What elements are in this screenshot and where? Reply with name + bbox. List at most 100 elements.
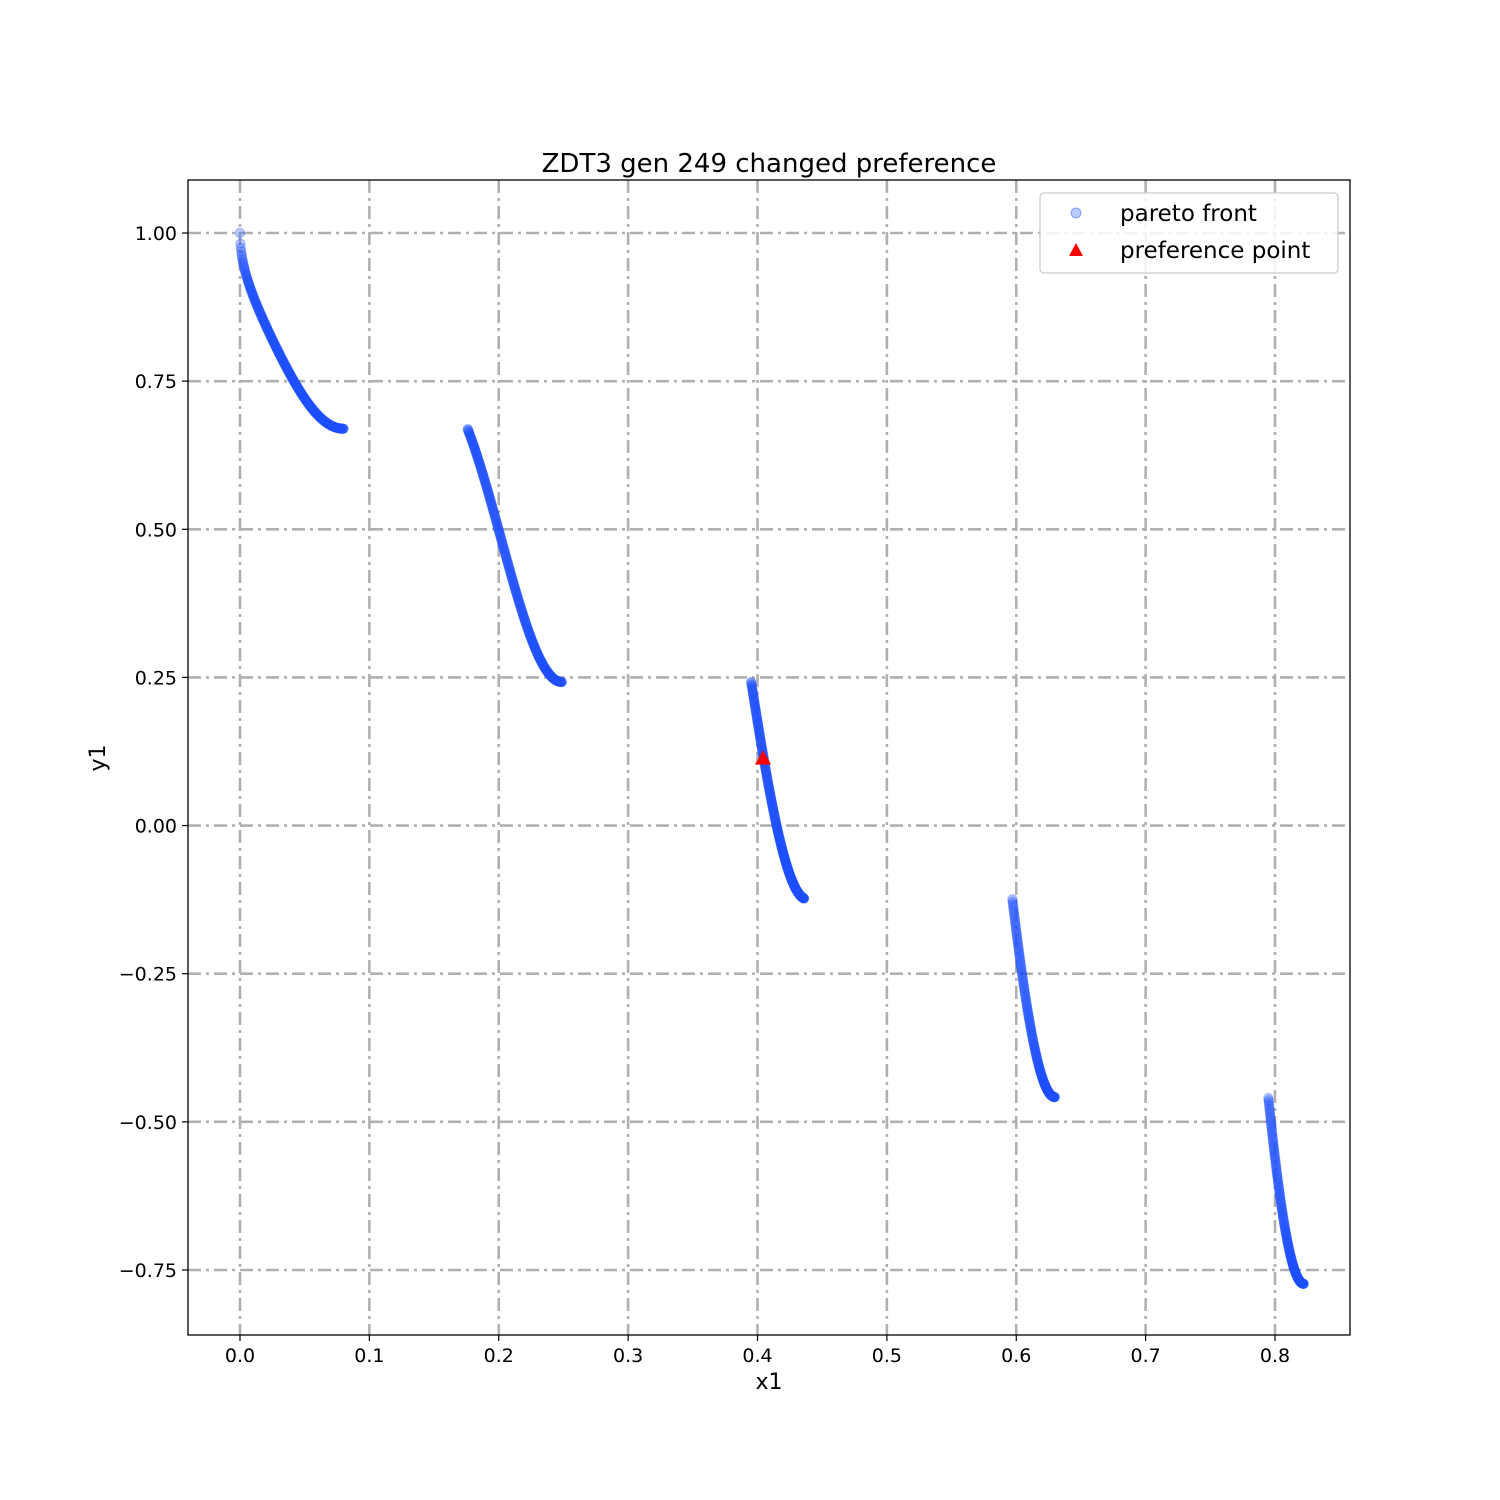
pareto-front-point [476, 463, 487, 474]
pareto-front-point [778, 850, 790, 861]
pareto-front-point [791, 884, 802, 895]
x-tick-label: 0.8 [1260, 1345, 1290, 1367]
pareto-front-point [315, 412, 326, 424]
pareto-front-point [1287, 1257, 1298, 1268]
pareto-front-point [775, 836, 786, 847]
pareto-front-point [487, 502, 498, 513]
pareto-front-point [746, 679, 757, 690]
pareto-front-point [286, 371, 297, 382]
pareto-front-point [496, 533, 507, 545]
pareto-front-point [762, 777, 774, 788]
pareto-front-point [1290, 1268, 1301, 1279]
pareto-front-point [260, 320, 271, 331]
y-tick-label: 0.50 [135, 519, 177, 541]
pareto-front-point [258, 314, 269, 325]
pareto-front-point [315, 412, 326, 423]
pareto-front-point [501, 552, 512, 563]
pareto-front-point [238, 259, 249, 271]
pareto-front-point [749, 700, 760, 711]
pareto-front-point [751, 710, 762, 721]
pareto-front-point [318, 415, 330, 426]
pareto-front-point [1296, 1277, 1307, 1289]
pareto-front-point [1297, 1278, 1308, 1289]
pareto-front-point [528, 638, 539, 649]
pareto-front-point [1286, 1255, 1297, 1266]
pareto-front-point [1045, 1089, 1056, 1100]
pareto-front-point [1277, 1210, 1288, 1221]
pareto-front-point [795, 891, 806, 902]
pareto-front-point [1267, 1134, 1278, 1145]
pareto-front-point [773, 831, 785, 842]
pareto-front-point [774, 832, 785, 843]
pareto-front-point [515, 600, 526, 611]
pareto-front-point [1015, 956, 1026, 967]
pareto-front-point [1284, 1244, 1295, 1255]
pareto-front-point [1047, 1091, 1058, 1102]
pareto-front-point [553, 676, 564, 687]
pareto-front-point [1279, 1221, 1290, 1232]
pareto-front-point [772, 825, 783, 837]
pareto-front-point [756, 741, 767, 752]
pareto-front-point [292, 382, 303, 393]
pareto-front-point [534, 652, 545, 663]
pareto-front-point [316, 414, 328, 425]
pareto-front-point [1016, 964, 1027, 975]
pareto-front-point [1284, 1247, 1295, 1258]
pareto-front-point [1024, 1017, 1035, 1028]
pareto-front-point [297, 390, 308, 401]
pareto-front-point [288, 375, 299, 386]
pareto-front-point [496, 536, 508, 547]
pareto-front-point [502, 557, 513, 568]
pareto-front-point [494, 528, 505, 539]
pareto-front-point [1039, 1080, 1051, 1091]
pareto-front-point [1278, 1213, 1289, 1224]
pareto-front-point [1272, 1174, 1283, 1185]
pareto-front-point [266, 332, 277, 344]
pareto-front-point [1286, 1256, 1298, 1267]
pareto-front-point [537, 659, 549, 670]
pareto-front-point [1014, 948, 1025, 960]
pareto-front-point [755, 732, 766, 743]
pareto-front-point [749, 698, 760, 709]
pareto-front-point [746, 676, 757, 688]
pareto-front-point [1283, 1242, 1294, 1253]
pareto-front-point [238, 261, 250, 272]
pareto-front-point [470, 445, 481, 456]
pareto-front-point [1022, 1005, 1033, 1016]
pareto-front-point [547, 672, 558, 683]
pareto-front-point [1048, 1091, 1059, 1103]
pareto-front-point [1279, 1218, 1290, 1229]
pareto-front-point [464, 427, 475, 438]
pareto-front-point [763, 779, 774, 790]
pareto-front-point [306, 402, 317, 414]
pareto-front-point [750, 702, 761, 713]
pareto-front-point [475, 461, 486, 472]
pareto-front-point [1279, 1222, 1290, 1233]
pareto-front-point [552, 675, 563, 687]
pareto-front-point [1031, 1053, 1043, 1064]
pareto-front-point [1271, 1162, 1282, 1173]
pareto-front-point [780, 855, 791, 866]
pareto-front-point [535, 654, 546, 666]
pareto-front-point [1045, 1089, 1056, 1100]
pareto-front-point [782, 862, 793, 873]
pareto-front-point [1027, 1032, 1038, 1043]
pareto-front-point [495, 531, 506, 542]
pareto-front-point [1032, 1056, 1043, 1067]
pareto-front-point [1030, 1045, 1041, 1056]
pareto-front-point [1292, 1271, 1303, 1282]
pareto-front-point [1265, 1109, 1276, 1121]
pareto-front-point [276, 352, 287, 363]
pareto-front-point [790, 883, 802, 895]
pareto-front-point [1276, 1198, 1287, 1209]
pareto-front-point [797, 892, 808, 903]
pareto-front-point [1263, 1099, 1275, 1110]
pareto-front-point [1282, 1236, 1293, 1248]
pareto-front-point [494, 527, 505, 538]
pareto-front-point [287, 373, 298, 384]
pareto-front-point [772, 824, 783, 835]
pareto-front-point [777, 845, 788, 856]
pareto-front-point [1291, 1270, 1302, 1281]
pareto-front-point [237, 256, 248, 267]
pareto-front-point [517, 607, 528, 618]
